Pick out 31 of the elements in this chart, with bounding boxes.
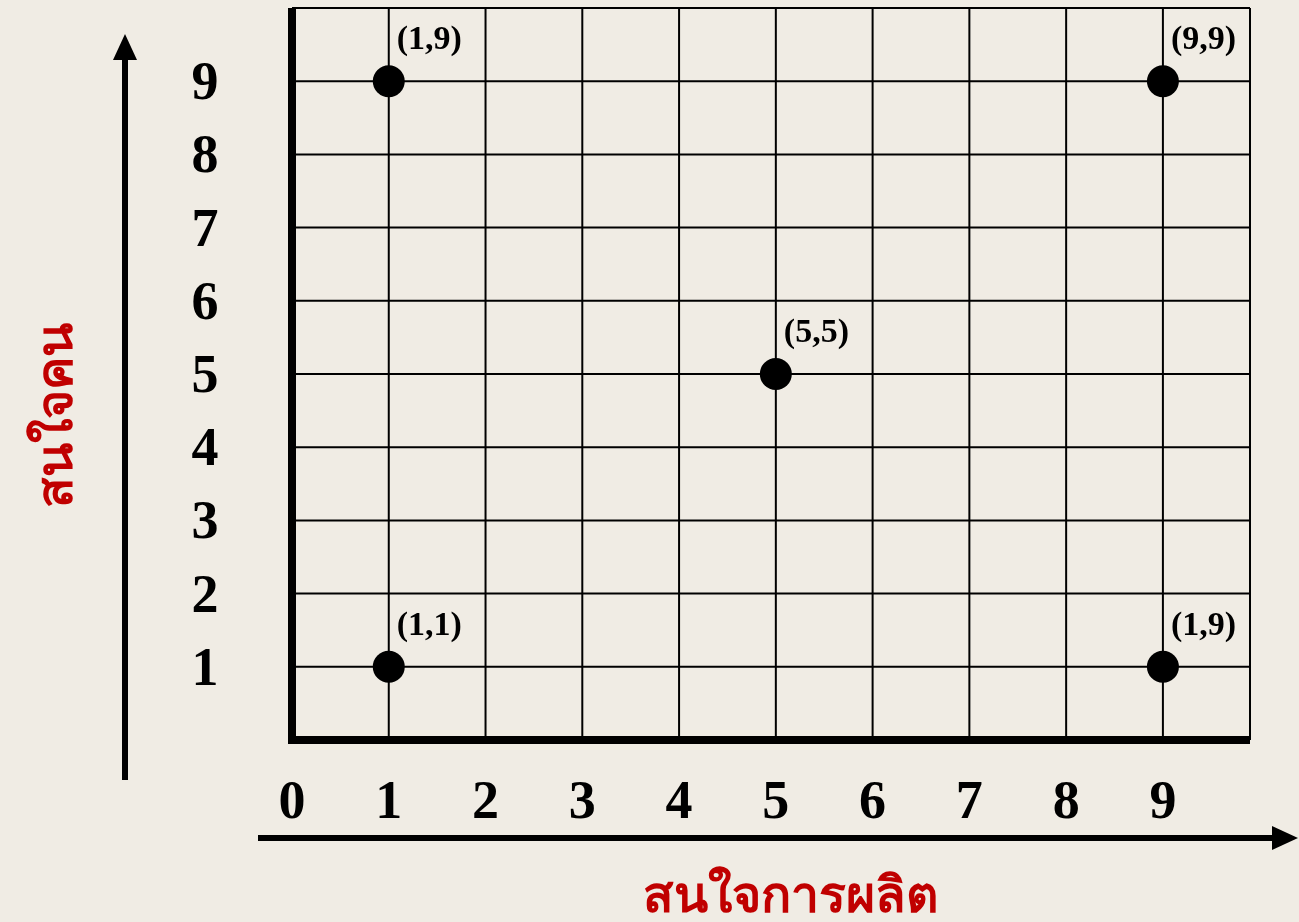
point (372, 65, 405, 98)
y-tick-label: 9 (191, 51, 219, 112)
x-tick-label: 3 (568, 770, 596, 830)
x-tick-label: 6 (859, 770, 887, 830)
y-tick-label: 4 (191, 417, 219, 478)
x-tick-label: 2 (472, 770, 500, 830)
annotation: (1,9) (1170, 604, 1237, 643)
y-tick-label: 2 (191, 563, 219, 624)
y-tick-label: 6 (191, 270, 219, 331)
x-tick-label: 1 (375, 770, 403, 830)
x-tick-label: 7 (955, 770, 983, 830)
point (1146, 650, 1179, 683)
y-tick-label: 5 (191, 344, 219, 404)
annotation: (1,1) (396, 604, 462, 643)
y-tick-label: 3 (191, 490, 219, 551)
point (759, 358, 792, 390)
x-tick-label: 4 (665, 770, 693, 830)
y-tick-label: 8 (191, 124, 219, 185)
x-axis-title: สนใจการผลิต (642, 866, 938, 922)
y-axis-title: สนใจคน (26, 322, 83, 508)
point (372, 650, 405, 683)
y-tick-label: 1 (191, 636, 219, 697)
annotation: (5,5) (783, 312, 849, 350)
annotation: (9,9) (1170, 19, 1237, 58)
x-tick-label: 9 (1149, 770, 1177, 830)
x-tick-label: 8 (1052, 770, 1080, 830)
x-tick-label: 5 (762, 770, 790, 830)
annotation: (1,9) (396, 19, 462, 58)
x-tick-label: 0 (278, 770, 306, 830)
y-tick-label: 7 (191, 197, 219, 258)
point (1146, 65, 1179, 98)
